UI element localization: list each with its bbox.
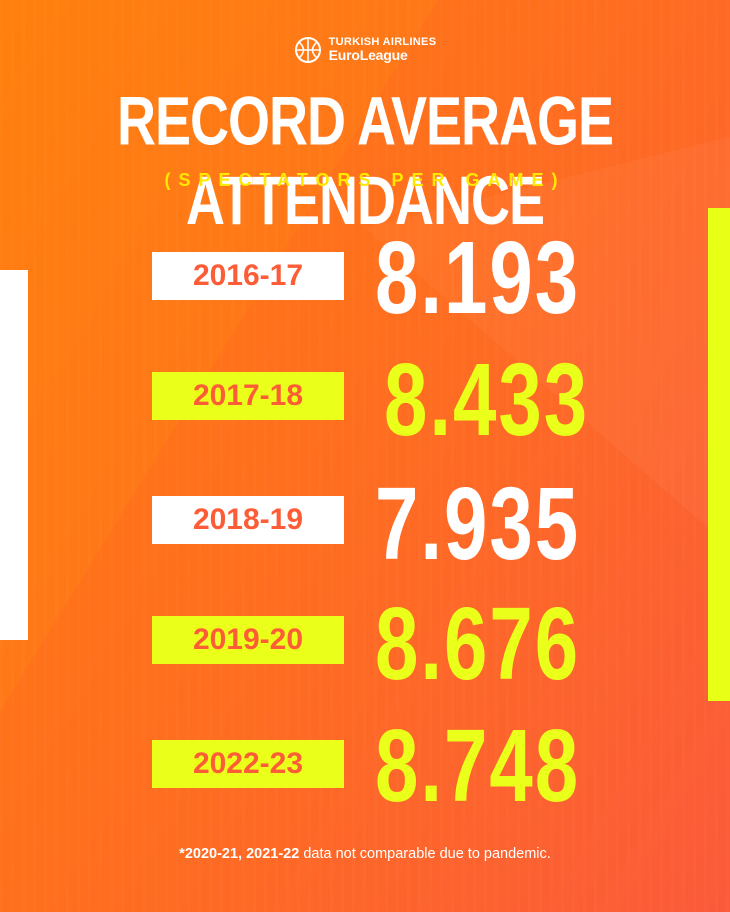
attendance-value: 8.676 <box>375 585 581 702</box>
footnote-seasons: *2020-21, 2021-22 <box>179 846 300 862</box>
season-label: 2022-23 <box>152 740 344 788</box>
basketball-icon <box>294 37 321 63</box>
list-item: 2022-23 8.748 <box>0 714 730 860</box>
list-item: 2016-17 8.193 <box>0 226 730 364</box>
season-label: 2016-17 <box>152 252 344 300</box>
logo-sponsor-text: TURKISH AIRLINES <box>328 35 437 48</box>
attendance-value: 8.193 <box>375 219 581 336</box>
logo-league-text: EuroLeague <box>328 47 408 64</box>
list-item: 2018-19 7.935 <box>0 472 730 614</box>
list-item: 2017-18 8.433 <box>0 348 730 488</box>
euroleague-logo: TURKISH AIRLINES EuroLeague <box>0 36 730 64</box>
season-label: 2017-18 <box>152 372 344 420</box>
season-label: 2019-20 <box>152 616 344 664</box>
list-item: 2019-20 8.676 <box>0 592 730 736</box>
footnote: *2020-21, 2021-22 data not comparable du… <box>0 846 730 862</box>
attendance-value: 8.748 <box>375 707 581 824</box>
attendance-value: 8.433 <box>384 341 590 458</box>
right-accent-bar <box>708 208 730 701</box>
footnote-text: data not comparable due to pandemic. <box>299 846 551 862</box>
attendance-value: 7.935 <box>375 465 581 582</box>
page-subtitle: (SPECTATORS PER GAME) <box>164 170 566 190</box>
season-label: 2018-19 <box>152 496 344 544</box>
page-title: RECORD AVERAGE ATTENDANCE <box>116 83 614 240</box>
left-accent-bar <box>0 270 28 640</box>
